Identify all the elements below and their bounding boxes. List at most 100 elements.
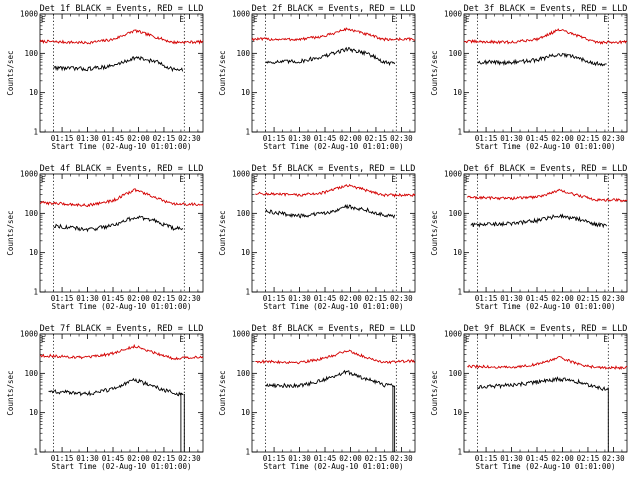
time-marker-label: E — [391, 175, 396, 184]
x-tick-label: 01:45 — [314, 294, 337, 303]
time-marker-label: E — [603, 15, 608, 24]
x-tick-label: 01:15 — [51, 454, 74, 463]
chart-title: Det 8f BLACK = Events, RED = LLD — [252, 324, 416, 334]
y-tick-label: 10 — [241, 248, 251, 257]
x-tick-label: 01:45 — [526, 134, 549, 143]
x-tick-label: 02:15 — [365, 454, 388, 463]
lld-series-line — [39, 343, 204, 361]
x-tick-label: 01:45 — [102, 134, 125, 143]
time-marker-label: E — [603, 335, 608, 344]
x-tick-label: 02:00 — [339, 134, 362, 143]
time-marker-label: E — [465, 335, 470, 344]
x-tick-label: 02:15 — [577, 294, 600, 303]
x-tick-label: 02:15 — [153, 294, 176, 303]
y-tick-label: 1 — [245, 448, 250, 457]
chart-panel-3: Det 3f BLACK = Events, RED = LLD 1 10 100 10… — [430, 4, 628, 151]
y-tick-label: 1000 — [444, 330, 463, 339]
y-tick-label: 100 — [24, 49, 38, 58]
time-marker-label: E — [41, 335, 46, 344]
time-marker-label: E — [41, 175, 46, 184]
x-tick-label: 01:30 — [500, 454, 523, 463]
chart-panel-6: Det 6f BLACK = Events, RED = LLD 1 10 100 10… — [430, 164, 628, 311]
chart-panel-4: Det 4f BLACK = Events, RED = LLD 1 10 100 10… — [6, 164, 204, 311]
y-tick-label: 1 — [33, 448, 38, 457]
y-axis-label: Counts/sec — [430, 50, 439, 95]
lld-series-line — [467, 188, 628, 203]
plot-frame — [463, 333, 628, 453]
chart-panel-2: Det 2f BLACK = Events, RED = LLD 1 10 100 10… — [218, 4, 416, 151]
y-tick-label: 10 — [29, 248, 39, 257]
lld-series-line — [39, 188, 204, 208]
x-tick-label: 02:15 — [365, 294, 388, 303]
x-tick-label: 02:30 — [390, 294, 413, 303]
y-tick-label: 100 — [448, 369, 462, 378]
y-axis-label: Counts/sec — [6, 50, 15, 95]
y-tick-label: 10 — [241, 408, 251, 417]
lld-series-line — [39, 29, 204, 45]
y-tick-label: 1 — [33, 128, 38, 137]
chart-title: Det 1f BLACK = Events, RED = LLD — [40, 4, 204, 14]
x-tick-label: 01:15 — [51, 294, 74, 303]
chart-panel-5: Det 5f BLACK = Events, RED = LLD 1 10 100 10… — [218, 164, 416, 311]
time-marker-label: E — [253, 175, 258, 184]
x-tick-label: 01:15 — [475, 134, 498, 143]
x-tick-label: 01:45 — [314, 134, 337, 143]
chart-title: Det 9f BLACK = Events, RED = LLD — [464, 324, 628, 334]
x-tick-label: 02:00 — [551, 454, 574, 463]
x-tick-label: 01:30 — [76, 454, 99, 463]
chart-title: Det 3f BLACK = Events, RED = LLD — [464, 4, 628, 14]
x-tick-label: 01:45 — [314, 454, 337, 463]
events-series-line — [53, 55, 184, 73]
y-tick-label: 100 — [236, 369, 250, 378]
events-series-line — [53, 215, 183, 233]
time-marker-label: E — [603, 175, 608, 184]
lld-series-line — [463, 28, 628, 45]
chart-panel-1: Det 1f BLACK = Events, RED = LLD 1 10 100 10… — [6, 4, 204, 151]
time-marker-label: E — [391, 15, 396, 24]
y-tick-label: 10 — [29, 408, 39, 417]
y-tick-label: 1000 — [232, 330, 251, 339]
x-tick-label: 02:00 — [551, 294, 574, 303]
x-tick-label: 01:45 — [102, 454, 125, 463]
y-tick-label: 1 — [457, 288, 462, 297]
events-series-line — [48, 377, 185, 452]
x-tick-label: 01:30 — [500, 294, 523, 303]
x-tick-label: 01:15 — [475, 294, 498, 303]
events-series-line — [265, 203, 396, 219]
x-tick-label: 01:15 — [475, 454, 498, 463]
x-axis-label: Start Time (02-Aug-10 01:01:00) — [264, 302, 404, 311]
x-tick-label: 01:15 — [263, 294, 286, 303]
time-marker-label: E — [391, 335, 396, 344]
y-tick-label: 100 — [24, 209, 38, 218]
y-tick-label: 10 — [241, 88, 251, 97]
x-tick-label: 01:30 — [500, 134, 523, 143]
x-tick-label: 01:30 — [288, 294, 311, 303]
events-series-line — [470, 213, 607, 229]
plot-frame — [251, 173, 416, 293]
x-tick-label: 02:30 — [390, 454, 413, 463]
plot-frame — [463, 173, 628, 293]
plot-frame — [251, 13, 416, 133]
x-tick-label: 01:45 — [526, 294, 549, 303]
x-tick-label: 01:30 — [288, 134, 311, 143]
x-tick-label: 02:15 — [153, 134, 176, 143]
events-series-line — [477, 376, 609, 452]
chart-title: Det 2f BLACK = Events, RED = LLD — [252, 4, 416, 14]
x-tick-label: 02:30 — [390, 134, 413, 143]
x-tick-label: 02:00 — [551, 134, 574, 143]
plot-frame — [39, 13, 204, 133]
x-tick-label: 02:30 — [178, 134, 201, 143]
x-tick-label: 02:30 — [602, 454, 625, 463]
x-tick-label: 01:15 — [263, 134, 286, 143]
y-tick-label: 10 — [453, 88, 463, 97]
x-tick-label: 02:30 — [178, 294, 201, 303]
x-axis-label: Start Time (02-Aug-10 01:01:00) — [52, 142, 192, 151]
y-tick-label: 1000 — [232, 10, 251, 19]
chart-panel-7: Det 7f BLACK = Events, RED = LLD 1 10 100 10… — [6, 324, 204, 471]
time-marker-label: E — [179, 175, 184, 184]
y-tick-label: 1000 — [444, 170, 463, 179]
y-axis-label: Counts/sec — [430, 210, 439, 255]
events-series-line — [477, 52, 607, 67]
x-tick-label: 02:30 — [602, 134, 625, 143]
plot-frame — [39, 173, 204, 293]
